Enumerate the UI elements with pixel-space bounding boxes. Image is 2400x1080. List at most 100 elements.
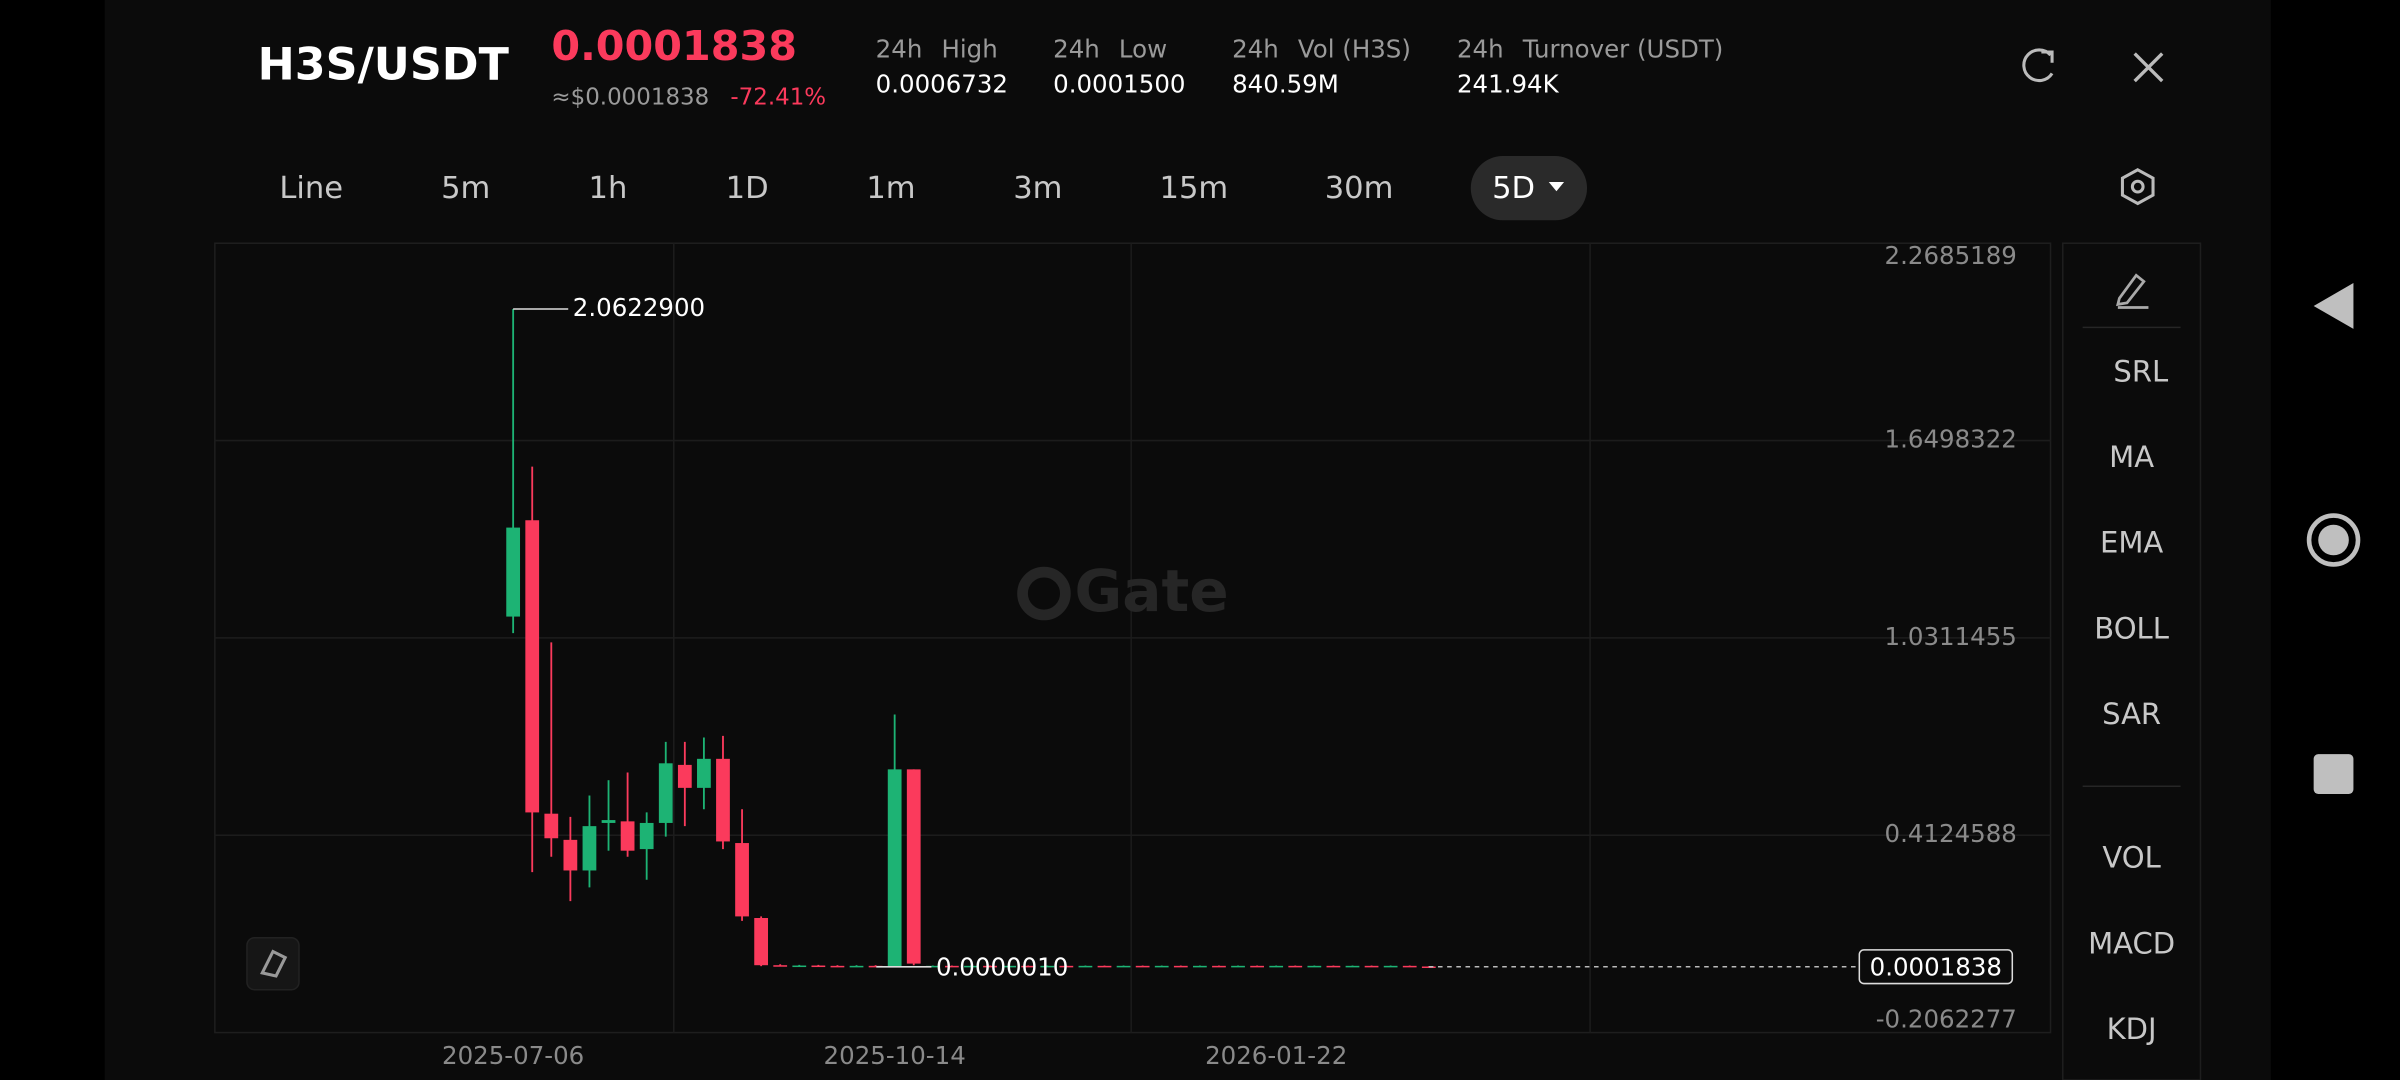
dropdown-caret <box>1548 182 1565 192</box>
indicator[interactable]: KDJ <box>2107 1012 2157 1046</box>
candle-body <box>1231 965 1245 968</box>
candle-body <box>677 764 692 788</box>
candle-body <box>1326 965 1341 968</box>
edit-icon[interactable] <box>2116 273 2149 309</box>
candle-body <box>506 527 521 617</box>
indicator[interactable]: EMA <box>2100 526 2163 560</box>
candle-body <box>716 758 730 842</box>
tab[interactable]: Line <box>279 171 343 206</box>
candle-body <box>525 520 540 813</box>
candle-body <box>1116 965 1131 968</box>
candle-body <box>1269 965 1284 968</box>
candle-body <box>1345 965 1360 968</box>
candle-body <box>945 965 959 968</box>
y-tick-label: -0.2062277 <box>1876 1004 2017 1033</box>
tab[interactable]: 5m <box>441 171 490 206</box>
candle-body <box>1059 965 1074 968</box>
tab[interactable]: 1h <box>589 171 628 206</box>
candle-body <box>830 965 845 968</box>
indicator[interactable]: SAR <box>2102 697 2161 731</box>
indicator[interactable]: VOL <box>2102 841 2161 875</box>
candle-body <box>1040 965 1055 968</box>
pair: H3S/USDT <box>258 39 510 90</box>
candle-body <box>601 820 616 823</box>
indicator[interactable]: SRL <box>2113 354 2169 388</box>
candle-body <box>620 821 635 851</box>
tab[interactable]: 15m <box>1160 171 1229 206</box>
indicator[interactable]: MA <box>2109 440 2154 474</box>
indicator-sidebar <box>2062 242 2202 1080</box>
sidebar-items: SRL MA EMA BOLL SAR VOL MACD KDJ <box>2088 354 2175 1046</box>
x-tick-label: 2025-07-06 <box>442 1041 584 1070</box>
tab[interactable]: 3m <box>1013 171 1062 206</box>
candle-body <box>1173 965 1188 968</box>
candle-body <box>964 965 978 968</box>
nav-home-dot <box>2318 524 2349 556</box>
y-tick-label: 1.6498322 <box>1885 425 2017 454</box>
y-tick-label: 2.2685189 <box>1885 241 2017 270</box>
candle-body <box>735 843 749 917</box>
candle-body <box>544 813 559 839</box>
tab[interactable]: 1m <box>866 171 915 206</box>
candle-body <box>1135 965 1150 968</box>
candle-body <box>639 822 654 850</box>
candle-body <box>925 965 940 968</box>
settings-hex <box>2120 168 2155 206</box>
refresh-icon[interactable] <box>2022 48 2054 83</box>
nav-home[interactable] <box>2306 513 2361 567</box>
settings-dot <box>2130 179 2145 194</box>
stat-value: 241.94K <box>1457 70 1560 99</box>
stats: 24h High 0.0006732 24h Low 0.0001500 24h Vol (H… <box>876 34 1724 98</box>
candle-body <box>1288 965 1303 968</box>
candle-body <box>906 769 921 964</box>
active-tab-bg <box>1470 156 1588 221</box>
stat-value: 0.0001500 <box>1053 70 1185 99</box>
stat-period: 24h <box>1053 34 1100 63</box>
stat-value: 0.0006732 <box>876 70 1008 99</box>
candle-body <box>1307 965 1322 968</box>
stat-period: 24h <box>1232 34 1279 63</box>
drawing-tool-button[interactable] <box>246 936 300 991</box>
stat-label: Vol (H3S) <box>1298 34 1411 63</box>
candle-body <box>1402 965 1417 968</box>
tabs: Line 5m 1h 1D 1m 3m 15m 30m 5D <box>279 171 1535 206</box>
candle-body <box>1021 965 1036 968</box>
candle-body <box>1383 965 1398 968</box>
indicator[interactable]: MACD <box>2088 926 2175 960</box>
candle-body <box>754 917 769 966</box>
tab[interactable]: 30m <box>1325 171 1394 206</box>
change: -72.41% <box>730 84 826 110</box>
drawing-tool-icon <box>260 949 288 978</box>
indicator[interactable]: BOLL <box>2094 611 2169 645</box>
refresh-arrow <box>2041 50 2054 63</box>
close-icon[interactable] <box>2133 52 2164 83</box>
candle-body <box>1212 965 1226 968</box>
candle-body <box>1192 965 1207 968</box>
candle-body <box>1421 966 1436 969</box>
nav-back[interactable] <box>2313 283 2354 329</box>
candle-body <box>582 826 597 871</box>
stat-label: High <box>941 34 997 63</box>
candle-body <box>1002 965 1017 968</box>
tab[interactable]: 1D <box>726 171 769 206</box>
refresh-arc <box>2022 48 2054 83</box>
watermark-logo <box>1017 566 1071 621</box>
candle-body <box>868 965 883 968</box>
candle-body <box>658 763 673 823</box>
candle-body <box>792 965 807 968</box>
nav-recents[interactable] <box>2313 754 2354 794</box>
x-tick-label: 2025-10-14 <box>824 1041 966 1070</box>
candle-body <box>983 965 997 968</box>
candle-body <box>1250 965 1264 968</box>
last-price-box <box>1858 949 2014 985</box>
stat-period: 24h <box>876 34 923 63</box>
settings-icon[interactable] <box>2120 168 2155 206</box>
candle-body <box>563 839 578 871</box>
chart: -0.2062277 0.4124588 1.0311455 1.6498322 2.2… <box>214 241 2051 1070</box>
stat-label: Turnover (USDT) <box>1522 34 1724 63</box>
tab[interactable]: 5D <box>1492 171 1535 206</box>
x-tick-label: 2026-01-22 <box>1205 1041 1347 1070</box>
watermark: Gate <box>1075 557 1229 625</box>
